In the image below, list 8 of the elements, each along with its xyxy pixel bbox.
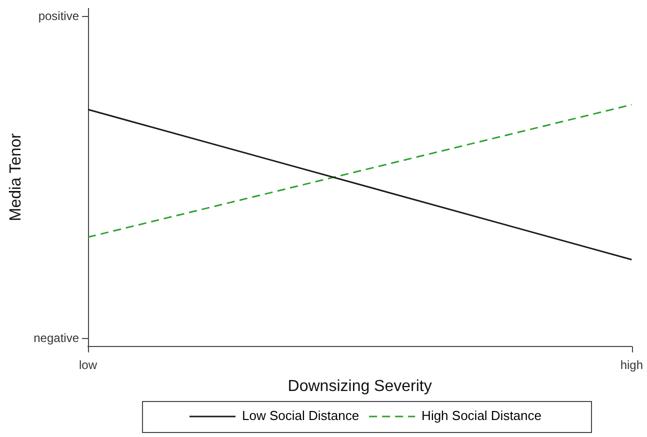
x-tick-label: low	[78, 358, 98, 372]
x-axis-title: Downsizing Severity	[288, 378, 432, 395]
legend-label: High Social Distance	[422, 408, 542, 424]
y-axis-title: Media Tenor	[7, 132, 24, 222]
x-tick-label: high	[620, 358, 643, 372]
legend-label: Low Social Distance	[242, 408, 360, 424]
annotation: negative	[34, 330, 80, 345]
text: positive	[38, 8, 80, 23]
